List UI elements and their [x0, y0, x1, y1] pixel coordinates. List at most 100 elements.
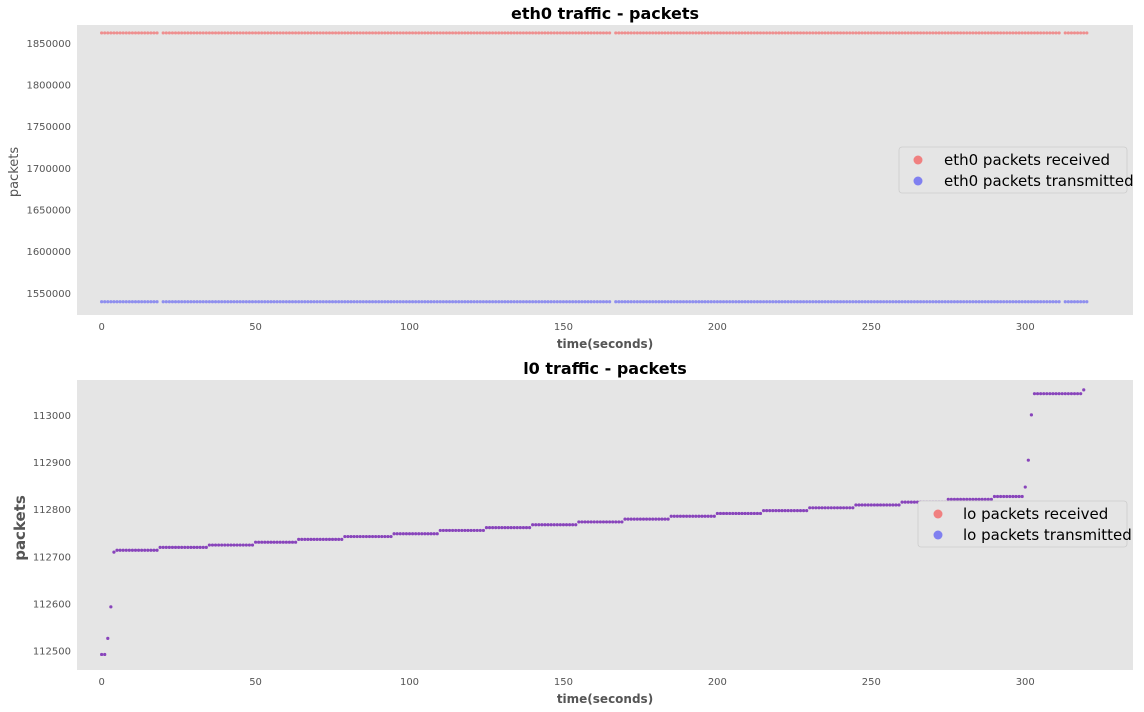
- data-point: [654, 300, 658, 304]
- data-point: [1079, 31, 1083, 35]
- y-tick-label: 1850000: [26, 39, 71, 50]
- data-point: [574, 523, 578, 527]
- data-point: [100, 300, 104, 304]
- data-point: [1026, 300, 1030, 304]
- x-tick-label: 150: [554, 677, 573, 688]
- data-point: [1048, 392, 1052, 396]
- data-point: [183, 300, 187, 304]
- data-point: [783, 509, 787, 513]
- data-point: [768, 300, 772, 304]
- data-point: [878, 503, 883, 507]
- data-point: [380, 300, 384, 304]
- data-point: [845, 300, 849, 304]
- data-point: [842, 31, 846, 35]
- data-point: [838, 300, 843, 304]
- data-point: [512, 300, 516, 304]
- data-point: [792, 509, 796, 513]
- data-point: [275, 300, 279, 304]
- data-point: [136, 31, 141, 35]
- data-point: [561, 523, 566, 527]
- data-point: [392, 532, 396, 536]
- data-point: [829, 506, 833, 510]
- data-point: [441, 300, 445, 304]
- data-point: [688, 300, 692, 304]
- data-point: [731, 300, 735, 304]
- data-point: [835, 506, 840, 510]
- data-point: [380, 31, 384, 35]
- data-point: [835, 31, 840, 35]
- data-point: [952, 300, 957, 304]
- data-point: [176, 31, 181, 35]
- data-point: [761, 509, 766, 513]
- data-point: [435, 31, 439, 35]
- data-point: [878, 31, 883, 35]
- data-point: [1085, 300, 1089, 304]
- data-point: [395, 300, 399, 304]
- data-point: [721, 511, 726, 516]
- data-point: [460, 31, 464, 35]
- y-axis-label-l0: packets: [11, 495, 29, 561]
- data-point: [783, 31, 787, 35]
- data-point: [346, 534, 350, 539]
- data-point: [515, 525, 519, 530]
- data-point: [737, 31, 741, 35]
- data-point: [555, 31, 559, 35]
- data-point: [912, 31, 917, 35]
- data-point: [164, 300, 168, 304]
- data-point: [281, 300, 285, 304]
- data-point: [423, 300, 427, 304]
- data-point: [669, 300, 673, 304]
- legend-l0: lo packets received lo packets transmitt…: [917, 500, 1132, 548]
- x-tick-label: 100: [400, 322, 419, 333]
- data-point: [515, 31, 519, 35]
- data-point: [989, 497, 993, 501]
- data-point: [977, 31, 981, 35]
- data-point: [882, 31, 886, 35]
- data-point: [632, 517, 636, 521]
- data-point: [497, 525, 501, 530]
- data-point: [863, 300, 867, 304]
- data-point: [955, 31, 960, 35]
- data-point: [823, 506, 827, 510]
- data-point: [814, 506, 818, 510]
- data-point: [269, 540, 273, 544]
- data-point: [250, 31, 255, 35]
- data-point: [423, 532, 427, 536]
- data-point: [149, 300, 153, 304]
- data-point: [755, 31, 759, 35]
- data-point: [303, 300, 307, 304]
- data-point: [761, 31, 766, 35]
- data-point: [543, 523, 547, 527]
- data-point: [580, 300, 584, 304]
- data-point: [811, 31, 815, 35]
- data-point: [906, 31, 910, 35]
- data-point: [195, 31, 199, 35]
- data-point: [965, 497, 969, 501]
- data-point: [481, 31, 485, 35]
- data-point: [210, 543, 215, 547]
- data-point: [549, 31, 553, 35]
- data-point: [903, 500, 907, 504]
- data-point: [894, 300, 898, 304]
- y-tick-label: 1550000: [26, 289, 71, 300]
- data-point: [189, 31, 193, 35]
- data-point: [103, 300, 107, 304]
- data-point: [389, 534, 393, 539]
- data-point: [429, 300, 433, 304]
- y-ticks-l0: 112500 112600 112700 112800 112900 113000: [33, 411, 71, 658]
- data-point: [109, 300, 113, 304]
- data-point: [601, 300, 606, 304]
- data-point: [395, 532, 399, 536]
- data-point: [444, 528, 449, 533]
- data-point: [758, 31, 763, 35]
- data-point: [737, 511, 741, 516]
- data-point: [952, 31, 957, 35]
- data-point: [340, 31, 344, 35]
- data-point: [700, 31, 704, 35]
- data-point: [361, 300, 365, 304]
- data-point: [740, 31, 744, 35]
- data-point: [192, 545, 196, 549]
- x-ticks-l0: 0 50 100 150 200 250 300: [98, 677, 1034, 688]
- data-point: [484, 300, 489, 304]
- data-point: [447, 528, 452, 533]
